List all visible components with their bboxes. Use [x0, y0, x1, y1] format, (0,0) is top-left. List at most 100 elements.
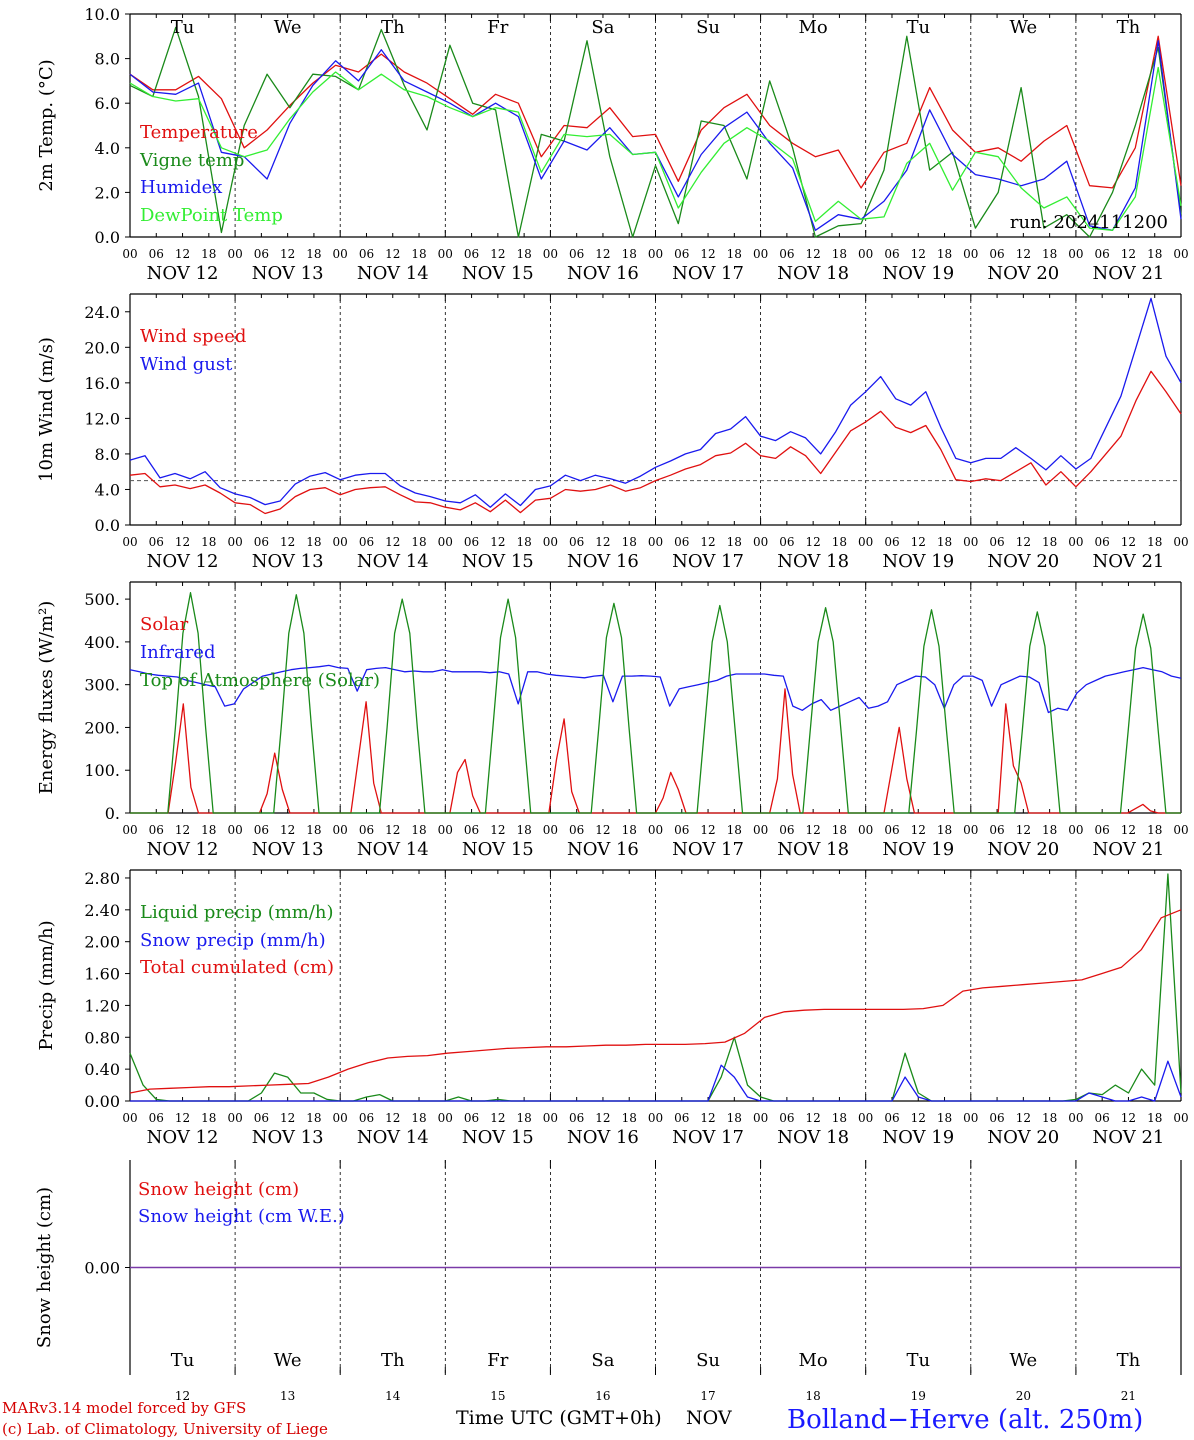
hour-label: 06 — [1095, 1111, 1110, 1125]
hour-label: 18 — [937, 823, 952, 837]
hour-label: 12 — [911, 247, 926, 261]
date-label: NOV 20 — [987, 551, 1059, 572]
hour-label: 00 — [227, 535, 242, 549]
legend-vigne-temp: Vigne temp — [139, 150, 244, 171]
date-label: NOV 20 — [987, 263, 1059, 284]
hour-label: 18 — [832, 535, 847, 549]
hour-label: 06 — [359, 247, 374, 261]
date-label: NOV 16 — [567, 263, 639, 284]
hour-label: 12 — [280, 535, 295, 549]
hour-label: 18 — [411, 535, 426, 549]
date-label: NOV 14 — [357, 839, 429, 860]
hour-label: 18 — [201, 535, 216, 549]
hour-label: 18 — [1147, 535, 1162, 549]
hour-label: 00 — [122, 1111, 137, 1125]
hour-label: 06 — [779, 247, 794, 261]
hour-label: 06 — [254, 823, 269, 837]
hour-label: 12 — [1121, 535, 1136, 549]
hour-label: 06 — [149, 823, 164, 837]
hour-label: 00 — [1068, 823, 1083, 837]
day-number: 19 — [911, 1389, 926, 1403]
y-tick-label: 2.00 — [84, 933, 120, 952]
hour-label: 06 — [149, 247, 164, 261]
hour-label: 18 — [1042, 535, 1057, 549]
hour-label: 06 — [359, 1111, 374, 1125]
hour-label: 06 — [569, 535, 584, 549]
hour-label: 06 — [674, 1111, 689, 1125]
hour-label: 18 — [727, 823, 742, 837]
hour-label: 18 — [411, 1111, 426, 1125]
hour-label: 18 — [201, 823, 216, 837]
weekday-label: Su — [696, 17, 720, 38]
hour-label: 12 — [175, 1111, 190, 1125]
legend-snow-height-cm-w-e: Snow height (cm W.E.) — [138, 1206, 345, 1227]
hour-label: 18 — [306, 247, 321, 261]
hour-label: 12 — [700, 1111, 715, 1125]
legend-humidex: Humidex — [140, 177, 222, 198]
hour-label: 00 — [227, 1111, 242, 1125]
date-label: NOV 17 — [672, 839, 744, 860]
weekday-label: Mo — [799, 17, 828, 38]
weekday-label: We — [274, 1350, 302, 1371]
hour-label: 18 — [201, 1111, 216, 1125]
y-tick-label: 0.80 — [84, 1028, 120, 1047]
date-label: NOV 19 — [882, 551, 954, 572]
weekday-label: We — [1010, 17, 1038, 38]
hour-label: 12 — [1121, 247, 1136, 261]
hour-label: 12 — [595, 823, 610, 837]
hour-label: 12 — [700, 823, 715, 837]
hour-label: 18 — [1147, 247, 1162, 261]
y-tick-label: 1.60 — [84, 965, 120, 984]
hour-label: 18 — [1147, 1111, 1162, 1125]
dewpoint-temp-series — [129, 66, 1182, 231]
hour-label: 12 — [490, 535, 505, 549]
hour-label: 00 — [1173, 1111, 1188, 1125]
hour-label: 12 — [175, 247, 190, 261]
hour-label: 12 — [490, 1111, 505, 1125]
hour-label: 12 — [911, 1111, 926, 1125]
infrared-series — [129, 664, 1182, 714]
y-axis-label: Energy fluxes (W/m²) — [36, 601, 57, 795]
y-tick-label: 500. — [84, 590, 120, 609]
y-tick-label: 2.0 — [95, 183, 120, 202]
hour-label: 00 — [648, 1111, 663, 1125]
date-label: NOV 13 — [252, 1127, 324, 1148]
hour-label: 06 — [674, 823, 689, 837]
hour-label: 06 — [779, 535, 794, 549]
day-number: 14 — [385, 1389, 401, 1403]
y-tick-label: 300. — [84, 676, 120, 695]
date-label: NOV 15 — [462, 551, 534, 572]
y-axis-label: Precip (mm/h) — [36, 920, 57, 1050]
hour-label: 06 — [464, 1111, 479, 1125]
y-tick-label: 2.40 — [84, 901, 120, 920]
y-tick-label: 8.0 — [95, 445, 120, 464]
date-label: NOV 12 — [147, 1127, 219, 1148]
date-label: NOV 18 — [777, 263, 849, 284]
energy-panel: 0. 100. 200. 300. 400. 500. Energy fluxes (W/m… — [36, 581, 1189, 860]
snow-panel: 0.00 Snow height (cm) Snow height (cm) Snow… — [34, 1160, 1182, 1403]
legend-temperature: Temperature — [140, 122, 258, 143]
hour-label: 00 — [963, 1111, 978, 1125]
hour-label: 18 — [727, 1111, 742, 1125]
hour-label: 00 — [333, 535, 348, 549]
hour-label: 00 — [963, 535, 978, 549]
hour-label: 00 — [963, 823, 978, 837]
run-label: run: 2024111200 — [1010, 212, 1168, 233]
hour-label: 12 — [700, 535, 715, 549]
legend-infrared: Infrared — [140, 642, 215, 663]
hour-label: 00 — [333, 1111, 348, 1125]
day-number: 18 — [806, 1389, 821, 1403]
hour-label: 00 — [753, 247, 768, 261]
hour-label: 06 — [779, 1111, 794, 1125]
date-label: NOV 20 — [987, 839, 1059, 860]
hour-label: 12 — [1016, 247, 1031, 261]
y-tick-label: 0.0 — [95, 228, 120, 247]
hour-label: 00 — [227, 247, 242, 261]
date-label: NOV 14 — [357, 551, 429, 572]
hour-label: 18 — [622, 823, 637, 837]
hour-label: 18 — [937, 1111, 952, 1125]
weekday-label: We — [274, 17, 302, 38]
hour-label: 18 — [411, 823, 426, 837]
hour-label: 00 — [648, 535, 663, 549]
